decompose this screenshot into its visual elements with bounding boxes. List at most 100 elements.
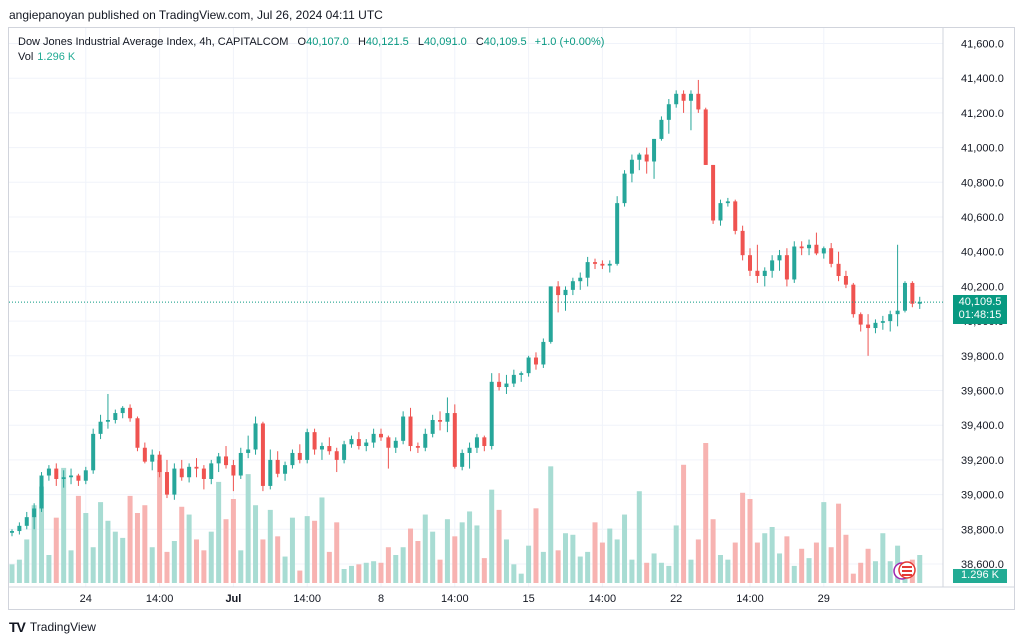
volume-bar: [511, 564, 517, 583]
volume-value: 1.296 K: [37, 51, 76, 63]
candle-body: [268, 459, 273, 486]
candle-body: [467, 447, 472, 453]
price-axis-tick: 39,600.0: [961, 386, 1004, 398]
candle-body: [593, 262, 598, 264]
price-axis-tick: 38,800.0: [961, 524, 1004, 536]
volume-bar: [385, 547, 391, 583]
candle-body: [578, 277, 583, 282]
time-axis-tick: 14:00: [441, 593, 469, 605]
price-axis-tick: 41,000.0: [961, 143, 1004, 155]
volume-bar: [201, 550, 207, 583]
publish-header: angiepanoyan published on TradingView.co…: [9, 8, 383, 22]
time-axis-tick: 22: [670, 593, 682, 605]
volume-bar: [75, 495, 81, 583]
candle-body: [157, 454, 162, 473]
legend-volume-row: Vol 1.296 K: [18, 50, 604, 65]
price-axis-tick: 38,600.0: [961, 559, 1004, 571]
candle-body: [142, 447, 147, 462]
candle-body: [533, 357, 538, 365]
candle-body: [401, 416, 406, 441]
chart-frame: [8, 27, 1015, 610]
volume-bar: [673, 525, 679, 583]
volume-bar: [865, 548, 871, 583]
candle-body: [511, 374, 516, 384]
time-axis-tick: Jul: [225, 593, 241, 605]
volume-bar: [459, 522, 465, 583]
candle-body: [319, 446, 324, 450]
volume-bar: [341, 569, 347, 583]
candle-body: [98, 421, 103, 434]
volume-bar: [208, 531, 214, 583]
volume-bar: [142, 505, 148, 583]
price-axis[interactable]: 41,600.0 41,400.0 41,200.0 41,000.0 40,800.0…: [961, 39, 1004, 572]
volume-bar: [16, 559, 22, 583]
candle-body: [91, 433, 96, 471]
candle-body: [371, 433, 376, 443]
candle-body: [83, 470, 88, 481]
candle-body: [902, 282, 907, 311]
volume-bar: [120, 537, 126, 583]
open-label: O: [297, 36, 307, 48]
volume-bar: [622, 514, 628, 583]
candle-body: [814, 244, 819, 254]
time-axis[interactable]: 24 14:00 Jul 14:00 8 14:00 15 14:00 22 14:00 29: [80, 593, 830, 605]
volume-bar: [68, 550, 74, 583]
volume-bar: [740, 492, 746, 583]
volume-bar: [408, 528, 414, 583]
candle-body: [46, 468, 51, 476]
candle-body: [784, 255, 789, 280]
volume-bar: [717, 555, 723, 583]
volume-bar: [437, 559, 443, 583]
volume-bar: [9, 564, 15, 583]
candle-body: [364, 442, 369, 447]
high-label: H: [357, 36, 366, 48]
candle-body: [76, 475, 81, 481]
volume-bar: [452, 536, 458, 583]
volume-bar: [312, 520, 318, 583]
currency-flag-icon[interactable]: [893, 561, 916, 580]
volume-bar: [267, 509, 273, 583]
volume-bar: [762, 533, 768, 583]
low-label: L: [417, 36, 424, 48]
candle-body: [629, 159, 634, 174]
symbol-title[interactable]: Dow Jones Industrial Average Index, 4h, …: [18, 36, 289, 48]
candle-body: [504, 383, 509, 388]
candle-body: [209, 463, 214, 479]
tradingview-logo-icon[interactable]: TV: [9, 619, 26, 635]
candle-body: [652, 138, 657, 162]
candle-body: [283, 465, 288, 474]
candle-body: [497, 381, 502, 388]
volume-bar: [695, 539, 701, 583]
candle-body: [408, 416, 413, 447]
candle-body: [688, 93, 693, 101]
volume-bar: [171, 541, 177, 583]
bar-countdown: 01:48:15: [958, 309, 1002, 321]
last-price-tag: 40,109.5 01:48:15: [953, 295, 1007, 324]
volume-bar: [548, 466, 554, 583]
candle-body: [674, 93, 679, 105]
volume-bar: [872, 561, 878, 583]
volume-bar: [297, 570, 303, 583]
volume-bar: [769, 527, 775, 583]
volume-bar: [444, 519, 450, 583]
candle-body: [32, 508, 37, 518]
candle-body: [843, 275, 848, 285]
close-value: 40,109.5: [483, 36, 527, 48]
candle-body: [917, 302, 922, 304]
price-axis-tick: 39,000.0: [961, 490, 1004, 502]
volume-bar: [363, 562, 369, 583]
candle-body: [526, 357, 531, 374]
volume-bar: [319, 497, 325, 583]
volume-bar: [157, 460, 163, 583]
volume-bar: [164, 551, 170, 583]
candle-body: [54, 468, 59, 479]
price-axis-tick: 41,200.0: [961, 108, 1004, 120]
volume-bar: [518, 573, 524, 583]
candle-body: [888, 314, 893, 322]
candle-body: [275, 459, 280, 474]
volume-bar: [400, 547, 406, 583]
candle-body: [770, 260, 775, 271]
volume-bar: [24, 539, 30, 583]
volume-bar: [703, 443, 709, 583]
